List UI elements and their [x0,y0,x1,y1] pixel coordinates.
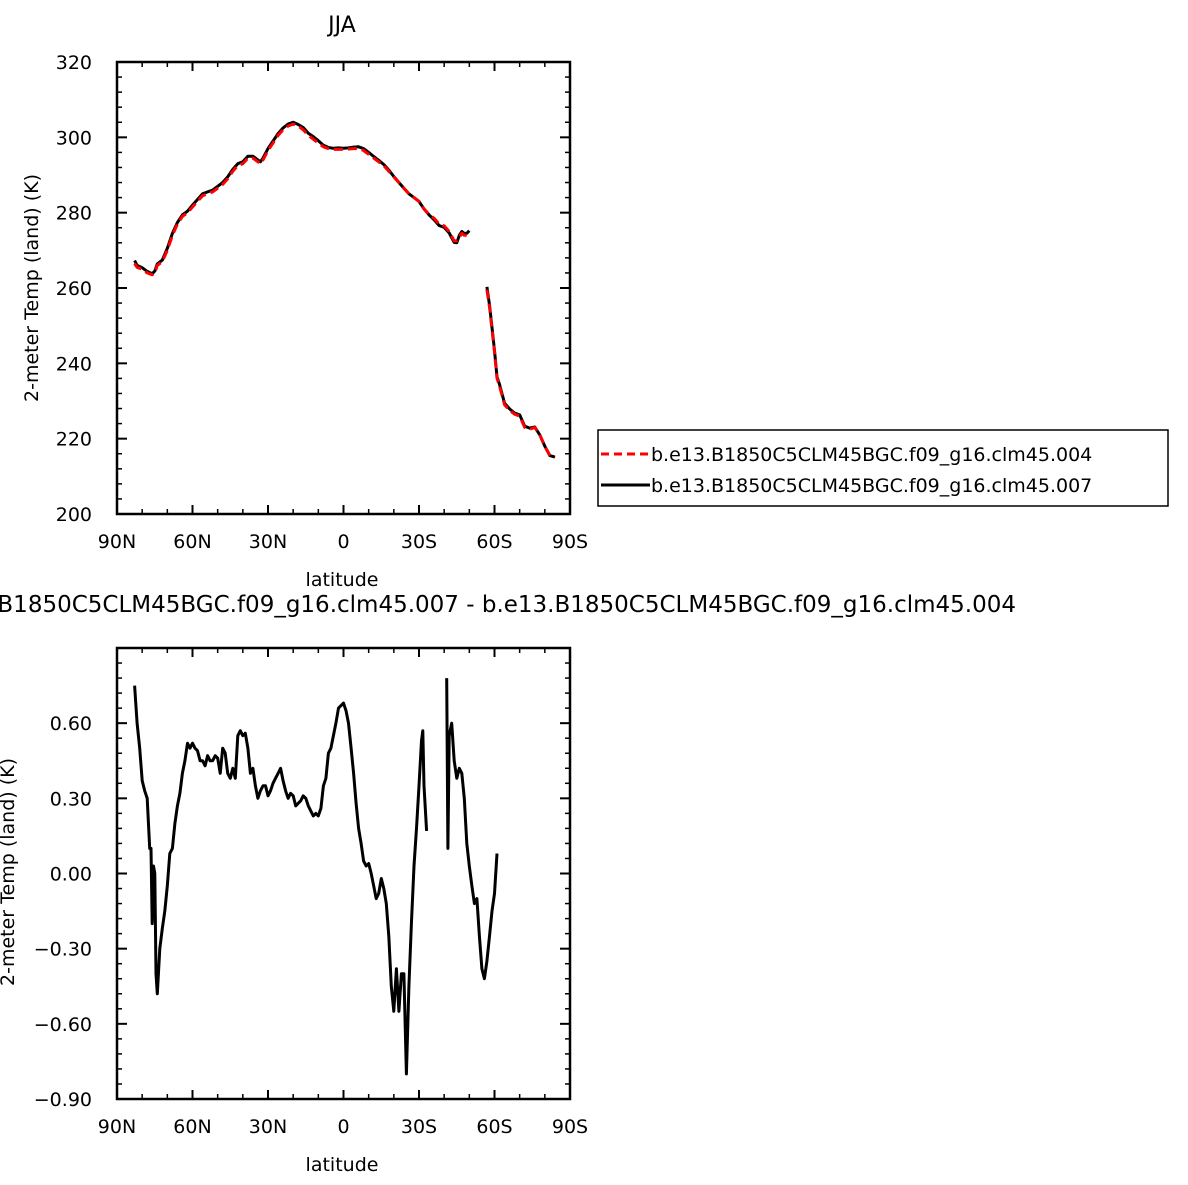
top-y-axis-label: 2-meter Temp (land) (K) [21,174,43,402]
bottom-x-tick-label: 60N [173,1116,211,1138]
top-x-tick-label: 90S [552,531,588,553]
top-y-tick-label: 240 [56,353,92,375]
bottom-x-tick-label: 90N [98,1116,136,1138]
bottom-plot-frame [115,646,572,1101]
bottom-x-axis-label: latitude [306,1154,379,1176]
bottom-y-tick-label: 0.60 [50,713,92,735]
bottom-y-tick-label: 0.30 [50,788,92,810]
legend-entry-004: b.e13.B1850C5CLM45BGC.f09_g16.clm45.004 [651,444,1092,466]
top-y-tick-label: 260 [56,278,92,300]
top-y-tick-label: 280 [56,203,92,225]
top-series-line-1 [485,286,556,459]
top-plot-frame [115,60,572,516]
bottom-panel: b.e13.B1850C5CLM45BGC.f09_g16.clm45.007 … [0,592,1016,1176]
top-y-tick-label: 220 [56,429,92,451]
top-x-tick-label: 30N [249,531,287,553]
top-series-line-0 [133,122,471,277]
top-panel: JJA 90N 60N 30N 0 30S 60S 90S 200 220 240 260 280 30… [21,13,1169,591]
bottom-chart-title: b.e13.B1850C5CLM45BGC.f09_g16.clm45.007 … [0,592,1016,618]
legend-entry-007: b.e13.B1850C5CLM45BGC.f09_g16.clm45.007 [651,475,1092,497]
bottom-series-line-0 [133,685,429,1076]
bottom-series-line-0 [445,678,499,981]
top-x-tick-label: 0 [337,531,349,553]
bottom-y-tick-label: −0.60 [34,1014,92,1036]
bottom-x-tick-label: 0 [337,1116,349,1138]
bottom-y-tick-label: −0.30 [34,939,92,961]
top-chart-title: JJA [326,13,356,38]
top-y-tick-label: 320 [56,52,92,74]
top-x-axis-label: latitude [306,569,379,591]
bottom-x-tick-label: 30S [401,1116,437,1138]
bottom-y-tick-label: −0.90 [34,1089,92,1111]
top-y-tick-label: 300 [56,127,92,149]
top-x-tick-label: 60N [173,531,211,553]
bottom-x-tick-label: 90S [552,1116,588,1138]
bottom-x-tick-label: 30N [249,1116,287,1138]
top-series-line-0 [485,289,556,459]
top-legend: b.e13.B1850C5CLM45BGC.f09_g16.clm45.004 … [597,429,1169,507]
bottom-x-tick-label: 60S [476,1116,512,1138]
top-x-tick-label: 90N [98,531,136,553]
bottom-y-tick-label: 0.00 [50,864,92,886]
top-x-tick-label: 60S [476,531,512,553]
legend-box [597,429,1169,507]
top-y-tick-label: 200 [56,504,92,526]
top-x-tick-label: 30S [401,531,437,553]
top-series-line-1 [133,120,471,276]
bottom-y-axis-label: 2-meter Temp (land) (K) [0,758,19,986]
